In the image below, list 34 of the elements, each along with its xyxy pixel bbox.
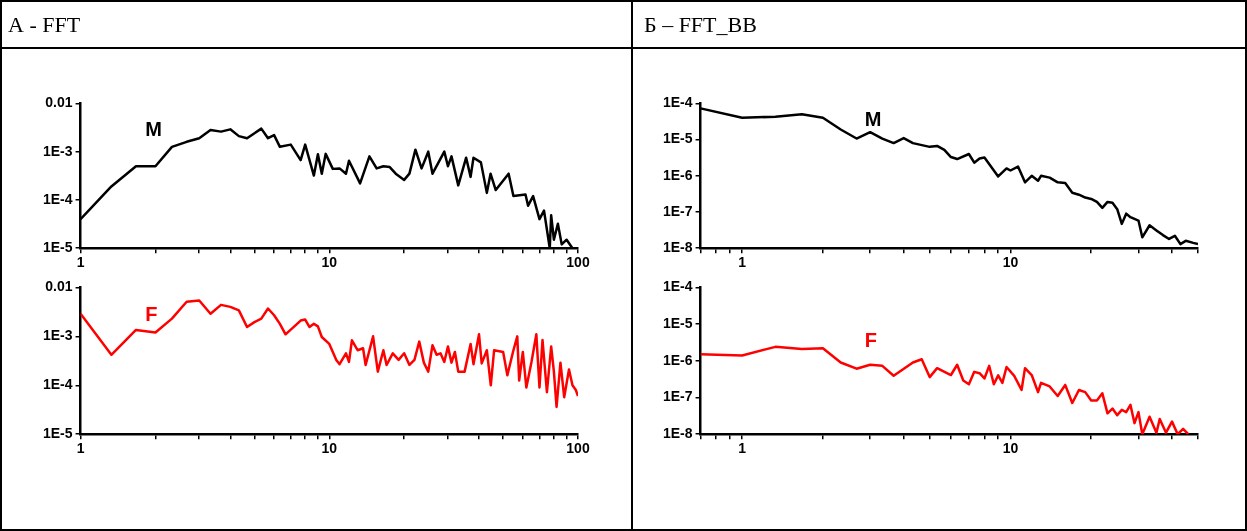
y-tick-label: 1E-8 [662, 239, 693, 256]
x-tick-label: 10 [1002, 254, 1019, 271]
y-tick-label: 1E-5 [662, 314, 693, 331]
x-tick-label: 1 [738, 440, 747, 457]
y-tick-label: 1E-5 [42, 239, 73, 256]
y-tick-label: 1E-6 [662, 166, 693, 183]
x-tick-label: 10 [321, 440, 338, 457]
chart-title: А - FFT [8, 12, 81, 38]
y-tick-label: 1E-3 [42, 327, 73, 344]
y-tick-label: 1E-4 [42, 190, 73, 207]
y-tick-label: 1E-4 [662, 278, 693, 295]
y-tick-label: 1E-5 [662, 130, 693, 147]
y-tick-label: 1E-4 [42, 376, 73, 393]
x-tick-label: 1 [76, 440, 85, 457]
y-tick-label: 0.01 [45, 278, 73, 295]
y-tick-label: 1E-8 [662, 425, 693, 442]
y-tick-label: 1E-7 [662, 202, 693, 219]
series-label: M [864, 108, 882, 131]
x-tick-label: 10 [321, 254, 338, 271]
y-tick-label: 1E-6 [662, 351, 693, 368]
x-tick-label: 100 [566, 254, 590, 271]
y-tick-label: 1E-5 [42, 425, 73, 442]
chart-title: Б – FFT_BB [644, 12, 757, 38]
y-tick-label: 1E-4 [662, 94, 693, 111]
series-label: F [864, 328, 877, 351]
x-tick-label: 1 [76, 254, 85, 271]
x-tick-label: 100 [566, 440, 590, 457]
y-tick-label: 1E-3 [42, 142, 73, 159]
x-tick-label: 1 [738, 254, 747, 271]
y-tick-label: 0.01 [45, 94, 73, 111]
y-tick-label: 1E-7 [662, 388, 693, 405]
x-tick-label: 10 [1002, 440, 1019, 457]
series-label: F [145, 302, 158, 325]
series-label: M [145, 118, 162, 141]
